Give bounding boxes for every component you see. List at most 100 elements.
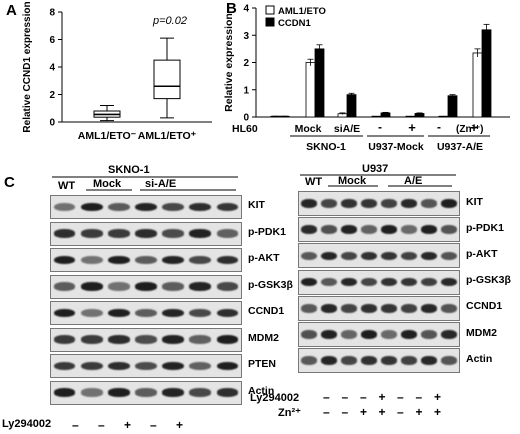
band bbox=[321, 356, 337, 366]
barchart-xlabel-skno1: SKNO-1 bbox=[306, 141, 346, 153]
band bbox=[321, 277, 337, 287]
blot-label: p-AKT bbox=[248, 252, 280, 264]
band bbox=[53, 388, 76, 397]
panel-b-letter: B bbox=[226, 0, 237, 17]
band bbox=[162, 229, 184, 238]
band bbox=[321, 225, 337, 235]
blot-label: MDM2 bbox=[248, 331, 279, 344]
barchart-sign: + bbox=[470, 120, 478, 135]
band bbox=[421, 356, 437, 366]
treatment-sign: + bbox=[360, 405, 368, 419]
band bbox=[401, 356, 417, 366]
band bbox=[421, 225, 437, 235]
band bbox=[441, 199, 457, 208]
u937-title: U937 bbox=[362, 163, 389, 175]
treatment-sign: + bbox=[434, 390, 442, 404]
band bbox=[321, 303, 337, 313]
band bbox=[301, 356, 317, 366]
skno1-lane-si-ae: si-A/E bbox=[145, 178, 177, 190]
band bbox=[301, 303, 317, 313]
band bbox=[421, 303, 437, 313]
blot-p-pdk1 bbox=[50, 221, 242, 246]
band bbox=[401, 277, 417, 287]
skno1-header-lines bbox=[52, 176, 238, 191]
legend-swatch-ccdn1 bbox=[265, 17, 275, 27]
band bbox=[341, 251, 357, 261]
blot-actin bbox=[50, 380, 242, 405]
blot-label: p-GSK3β bbox=[248, 278, 293, 291]
band bbox=[135, 202, 157, 212]
u937-header-lines bbox=[300, 174, 456, 187]
band bbox=[341, 303, 357, 313]
band bbox=[401, 199, 417, 208]
band bbox=[401, 225, 417, 235]
barchart-ytick-label: 4 bbox=[243, 4, 249, 15]
band bbox=[135, 308, 157, 318]
band bbox=[108, 335, 130, 344]
band bbox=[216, 255, 239, 265]
blot-label: KIT bbox=[248, 199, 265, 211]
blot-label: p-GSK3β bbox=[466, 274, 511, 287]
band bbox=[80, 335, 103, 344]
band bbox=[80, 388, 103, 397]
band bbox=[216, 361, 239, 371]
barchart-zn-label: (Zn²⁺) bbox=[456, 124, 484, 135]
skno1-title: SKNO-1 bbox=[108, 164, 150, 176]
band bbox=[381, 277, 397, 287]
blot-p-gsk3- bbox=[50, 274, 242, 299]
band bbox=[341, 330, 357, 339]
band bbox=[189, 282, 212, 291]
treatment-sign: + bbox=[176, 418, 184, 432]
band bbox=[441, 330, 457, 339]
band bbox=[341, 356, 357, 366]
band bbox=[421, 251, 437, 261]
blot-ccnd1 bbox=[50, 301, 242, 325]
band bbox=[189, 202, 212, 212]
band bbox=[321, 330, 337, 339]
barchart-xlabel-mock: Mock bbox=[295, 123, 322, 135]
boxplot-ytick-label: 2 bbox=[49, 90, 55, 101]
blot-p-akt bbox=[298, 243, 460, 269]
band bbox=[401, 251, 417, 261]
blot-mdm2 bbox=[298, 322, 460, 347]
u937-zn-label: Zn²⁺ bbox=[278, 407, 301, 419]
u937-lane-mock: Mock bbox=[338, 175, 367, 187]
panel-a-letter: A bbox=[6, 2, 17, 19]
treatment-sign: – bbox=[98, 418, 105, 432]
band bbox=[162, 308, 184, 318]
band bbox=[441, 356, 457, 366]
boxplot-category-label: AML1/ETO⁻ bbox=[78, 130, 137, 142]
band bbox=[108, 361, 130, 371]
band bbox=[216, 308, 239, 318]
barchart-sign: + bbox=[408, 120, 416, 135]
band bbox=[53, 202, 76, 212]
band bbox=[162, 388, 184, 397]
treatment-sign: – bbox=[150, 418, 157, 432]
boxplot-category-label: AML1/ETO⁺ bbox=[138, 130, 197, 142]
legend-label-aml1eto: AML1/ETO bbox=[278, 6, 326, 17]
blot-p-pdk1 bbox=[298, 217, 460, 243]
band bbox=[401, 330, 417, 339]
barchart-ytick-label: 0 bbox=[243, 113, 249, 124]
blot-label: KIT bbox=[466, 195, 483, 208]
blot-label: Actin bbox=[466, 352, 493, 365]
band bbox=[441, 251, 457, 261]
treatment-sign: + bbox=[378, 405, 386, 419]
barchart-ylabel: Relative expression bbox=[223, 13, 235, 112]
panel-c-letter: C bbox=[4, 174, 15, 191]
barchart-ytick-label: 2 bbox=[243, 58, 249, 69]
treatment-sign: – bbox=[72, 418, 79, 432]
band bbox=[189, 361, 212, 371]
band bbox=[189, 335, 212, 344]
treatment-sign: + bbox=[415, 405, 423, 419]
treatment-sign: + bbox=[124, 418, 132, 432]
treatment-sign: + bbox=[378, 390, 386, 404]
band bbox=[421, 199, 437, 208]
barchart-sign: - bbox=[437, 120, 441, 134]
band bbox=[361, 330, 377, 339]
blot-label: p-PDK1 bbox=[248, 225, 286, 238]
treatment-sign: – bbox=[415, 390, 423, 404]
barchart-ytick-label: 1 bbox=[243, 85, 249, 96]
blot-label: CCND1 bbox=[466, 300, 503, 313]
